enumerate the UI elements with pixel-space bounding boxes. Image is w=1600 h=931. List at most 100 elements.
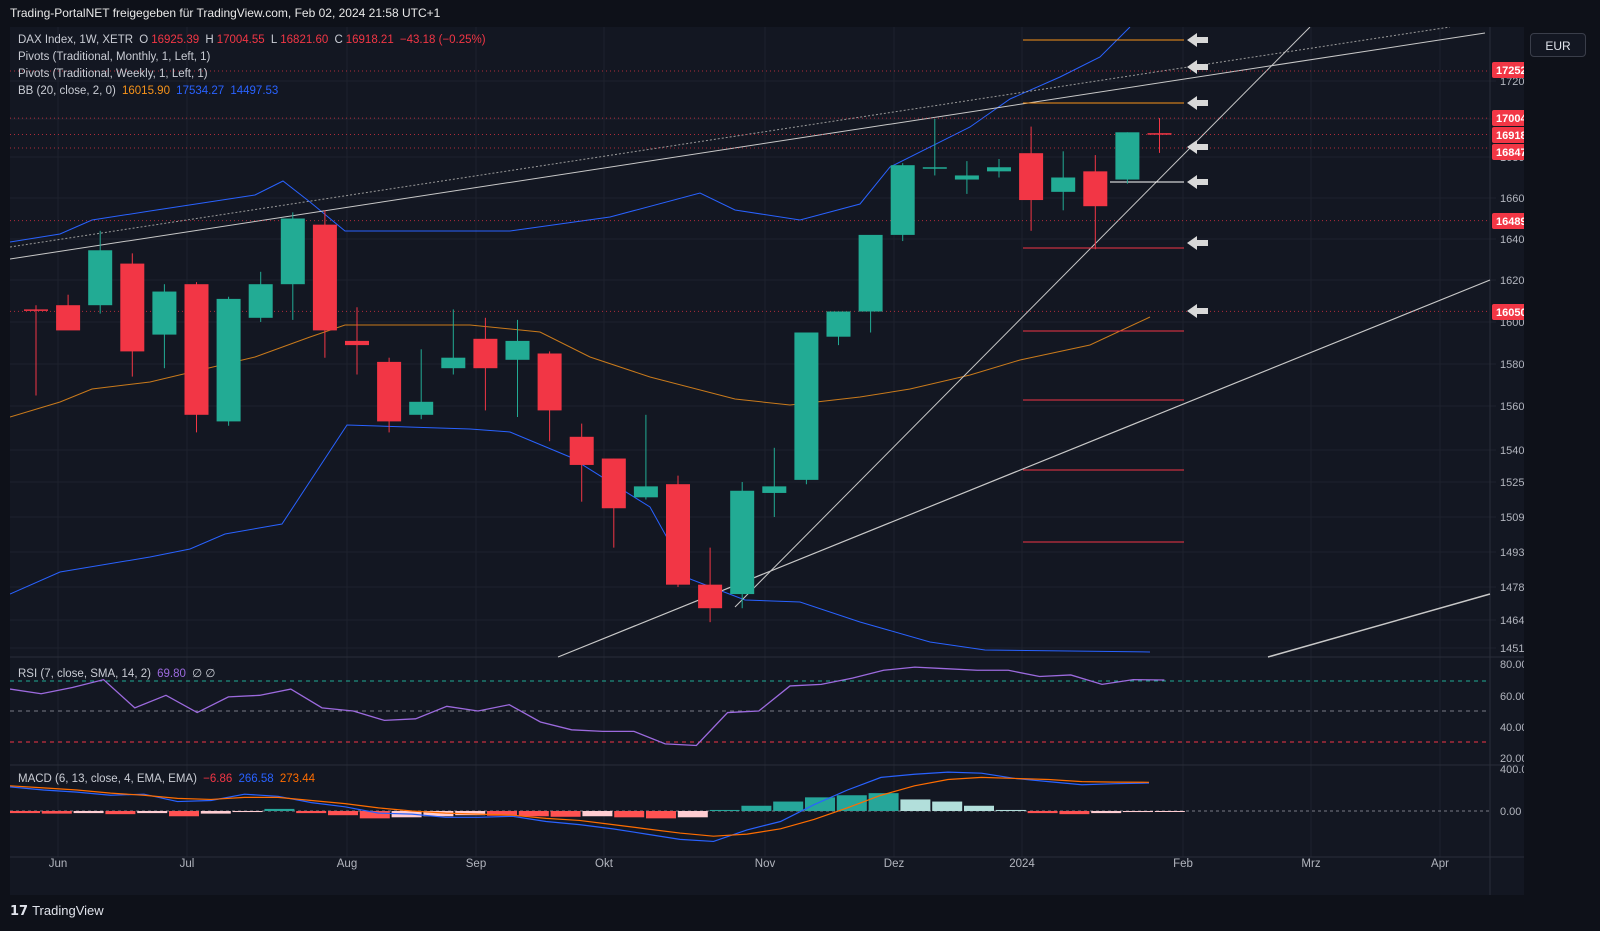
arrow-left-icon <box>1187 236 1208 250</box>
candle-body <box>441 357 466 369</box>
legend-high-label: H <box>205 34 214 46</box>
legend-bb-lower: 14497.53 <box>230 85 279 97</box>
price-label-text: 17004.36 <box>1496 113 1524 125</box>
legend-bb[interactable]: BB (20, close, 2, 0) 16015.90 17534.27 1… <box>18 85 281 97</box>
price-tick-label: 14930.00 <box>1500 547 1524 559</box>
arrow-left-icon <box>1187 140 1208 154</box>
candle-body <box>601 458 626 509</box>
macd-signal-line <box>10 776 1150 837</box>
currency-button[interactable]: EUR <box>1530 33 1586 57</box>
macd-histogram-bar <box>773 801 804 811</box>
legend-close-label: C <box>334 34 343 46</box>
macd-histogram-bar <box>646 811 676 819</box>
rsi-tick-label: 20.00 <box>1500 753 1524 765</box>
legend-bb-upper: 17534.27 <box>176 85 225 97</box>
macd-histogram-bar <box>1154 811 1185 812</box>
macd-histogram-bar <box>1027 811 1058 814</box>
macd-histogram-bar <box>995 809 1026 811</box>
legend-bb-basis: 16015.90 <box>122 85 170 97</box>
macd-histogram-bar <box>900 799 931 811</box>
price-tick-label: 14510.00 <box>1500 643 1524 655</box>
brand-label: TradingView <box>32 903 104 918</box>
macd-histogram-bar <box>518 811 549 817</box>
legend-pivots-monthly[interactable]: Pivots (Traditional, Monthly, 1, Left, 1… <box>18 51 211 63</box>
macd-histogram-bar <box>73 811 104 814</box>
candle-body <box>280 218 305 285</box>
price-label-badge <box>1492 144 1524 160</box>
rsi-tick-label: 40.00 <box>1500 722 1524 734</box>
legend-rsi[interactable]: RSI (7, close, SMA, 14, 2) 69.80 ∅ ∅ <box>18 666 218 680</box>
chart-plot-area[interactable]: 17200.0017000.0016800.0016600.0016400.00… <box>10 27 1524 895</box>
macd-histogram-bar <box>741 805 772 811</box>
arrow-left-icon <box>1187 96 1208 110</box>
footer-brand[interactable]: 𝟭𝟳 TradingView <box>10 903 104 919</box>
trendline-steep <box>734 27 1311 608</box>
candle-body <box>1019 153 1044 201</box>
candle-body <box>24 309 48 311</box>
macd-histogram-bar <box>550 811 581 817</box>
macd-histogram-bar <box>709 809 740 811</box>
bb-basis-line <box>10 316 1151 418</box>
macd-histogram-bar <box>200 811 231 814</box>
price-label-badge <box>1492 304 1524 320</box>
chart-canvas[interactable]: 17200.0017000.0016800.0016600.0016400.00… <box>10 27 1524 895</box>
candle-body <box>120 263 145 352</box>
macd-histogram-bar <box>964 805 994 811</box>
candle-body <box>633 486 658 498</box>
macd-histogram-bar <box>1091 811 1122 814</box>
macd-histogram-bar <box>232 811 263 813</box>
candle-body <box>762 486 787 493</box>
legend-pivots-weekly[interactable]: Pivots (Traditional, Weekly, 1, Left, 1) <box>18 68 208 80</box>
candle-body <box>473 338 498 369</box>
macd-tick-label: 400.00 <box>1500 764 1524 776</box>
legend-main[interactable]: DAX Index, 1W, XETR O 16925.39 H 17004.55 … <box>18 34 489 46</box>
time-tick-label: 2024 <box>1009 858 1035 870</box>
trendline-upper-dotted <box>10 27 1451 248</box>
macd-histogram-bar <box>296 811 327 814</box>
candle-body <box>858 234 883 312</box>
legend-low-label: L <box>270 34 278 46</box>
candle-body <box>56 305 81 331</box>
candle-body <box>1115 132 1140 180</box>
macd-histogram-bar <box>1123 811 1153 813</box>
price-tick-label: 16400.00 <box>1500 234 1524 246</box>
bb-upper-line <box>10 27 1131 243</box>
macd-histogram-bar <box>328 811 358 816</box>
time-tick-label: Jul <box>180 858 195 870</box>
legend-open: 16925.39 <box>151 34 200 46</box>
price-tick-label: 16200.00 <box>1500 275 1524 287</box>
price-tick-label: 14640.00 <box>1500 615 1524 627</box>
macd-histogram-bar <box>169 811 199 817</box>
macd-histogram-bar <box>868 793 899 811</box>
price-label-text: 16489.46 <box>1496 216 1524 228</box>
macd-histogram-bar <box>805 797 835 811</box>
legend-open-label: O <box>139 34 149 46</box>
legend-macd[interactable]: MACD (6, 13, close, 4, EMA, EMA) −6.86 2… <box>18 773 318 785</box>
candle-body <box>377 361 402 422</box>
macd-histogram-bar <box>582 811 613 817</box>
legend-change: −43.18 (−0.25%) <box>399 34 486 46</box>
arrow-left-icon <box>1187 175 1208 189</box>
macd-histogram-bar <box>10 811 40 814</box>
candle-body <box>987 167 1011 172</box>
candle-body <box>88 250 113 306</box>
time-tick-label: Sep <box>466 858 486 870</box>
time-tick-label: Dez <box>884 858 905 870</box>
macd-histogram-bar <box>677 811 708 818</box>
time-tick-label: Aug <box>337 858 357 870</box>
candle-body <box>248 284 273 318</box>
time-tick-label: Nov <box>755 858 776 870</box>
candle-body <box>666 484 690 585</box>
candle-body <box>1147 133 1172 135</box>
macd-histogram-bar <box>137 811 168 814</box>
candle-body <box>1051 177 1076 192</box>
candle-body <box>698 584 723 609</box>
arrow-left-icon <box>1187 60 1208 74</box>
candle-body <box>922 167 947 169</box>
price-label-badge <box>1492 110 1524 126</box>
trendline-bottom <box>1267 593 1491 658</box>
price-label-text: 16918.21 <box>1496 130 1524 142</box>
macd-tick-label: 0.00 <box>1500 806 1521 818</box>
candle-body <box>505 340 530 360</box>
